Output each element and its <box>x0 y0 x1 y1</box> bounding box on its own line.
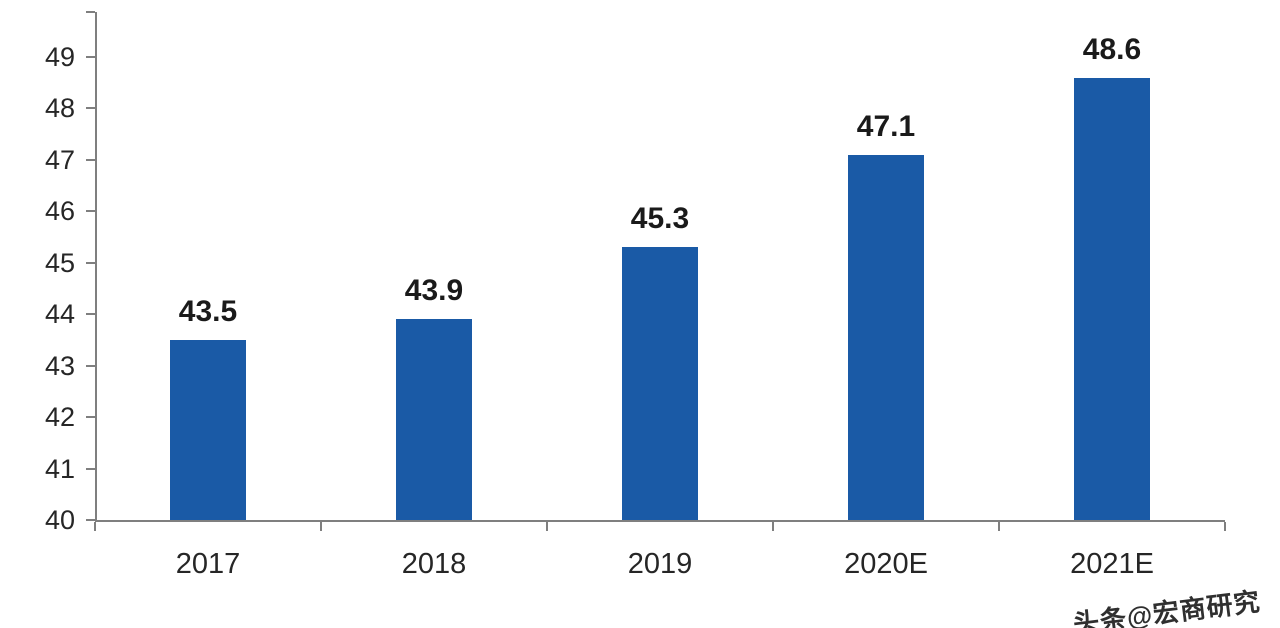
x-axis-tick <box>94 522 96 531</box>
bar-2019 <box>622 247 698 520</box>
y-tick-label: 49 <box>44 42 75 72</box>
y-tick-label: 46 <box>44 196 75 227</box>
bar-2021E <box>1074 77 1150 520</box>
y-tick-label: 48 <box>44 93 75 124</box>
bar-2020E <box>848 154 924 520</box>
bar-value-label-2021E: 48.6 <box>1082 32 1142 66</box>
x-axis-tick <box>772 522 774 531</box>
bar-value-label-2018: 43.9 <box>404 274 464 308</box>
y-axis-tick <box>86 416 95 419</box>
y-tick-label: 40 <box>44 505 75 535</box>
y-axis-tick <box>86 107 95 110</box>
y-axis-tick <box>86 313 95 316</box>
x-axis-line <box>95 520 1225 522</box>
y-axis-line <box>95 12 97 522</box>
y-axis-tick <box>86 158 95 161</box>
x-tick-label-2021E: 2021E <box>1070 548 1154 580</box>
y-tick-label: 45 <box>44 247 75 278</box>
y-axis-end-tick <box>86 11 95 13</box>
y-axis-tick <box>86 467 95 470</box>
watermark: 头条@宏商研究 <box>1071 586 1262 628</box>
x-axis-tick <box>998 522 1000 531</box>
y-axis-tick <box>86 56 95 58</box>
x-tick-label-2019: 2019 <box>627 548 693 580</box>
y-tick-label: 47 <box>44 144 75 175</box>
x-axis-tick <box>1224 522 1226 531</box>
x-tick-label-2018: 2018 <box>401 548 467 580</box>
y-tick-label: 42 <box>44 402 75 433</box>
y-axis-tick <box>86 210 95 213</box>
bar-value-label-2017: 43.5 <box>178 294 238 328</box>
y-axis-tick <box>86 519 95 521</box>
bar-value-label-2020E: 47.1 <box>856 109 916 143</box>
y-tick-label: 41 <box>44 453 75 484</box>
x-tick-label-2017: 2017 <box>175 548 241 580</box>
bar-2018 <box>396 319 472 520</box>
y-tick-label: 44 <box>44 299 75 330</box>
bar-2017 <box>170 339 246 520</box>
y-axis-tick <box>86 364 95 367</box>
y-axis-tick <box>86 261 95 264</box>
x-axis-tick <box>546 522 548 531</box>
bar-value-label-2019: 45.3 <box>630 202 690 236</box>
x-axis-tick <box>320 522 322 531</box>
x-tick-label-2020E: 2020E <box>844 548 928 580</box>
y-tick-label: 43 <box>44 350 75 381</box>
